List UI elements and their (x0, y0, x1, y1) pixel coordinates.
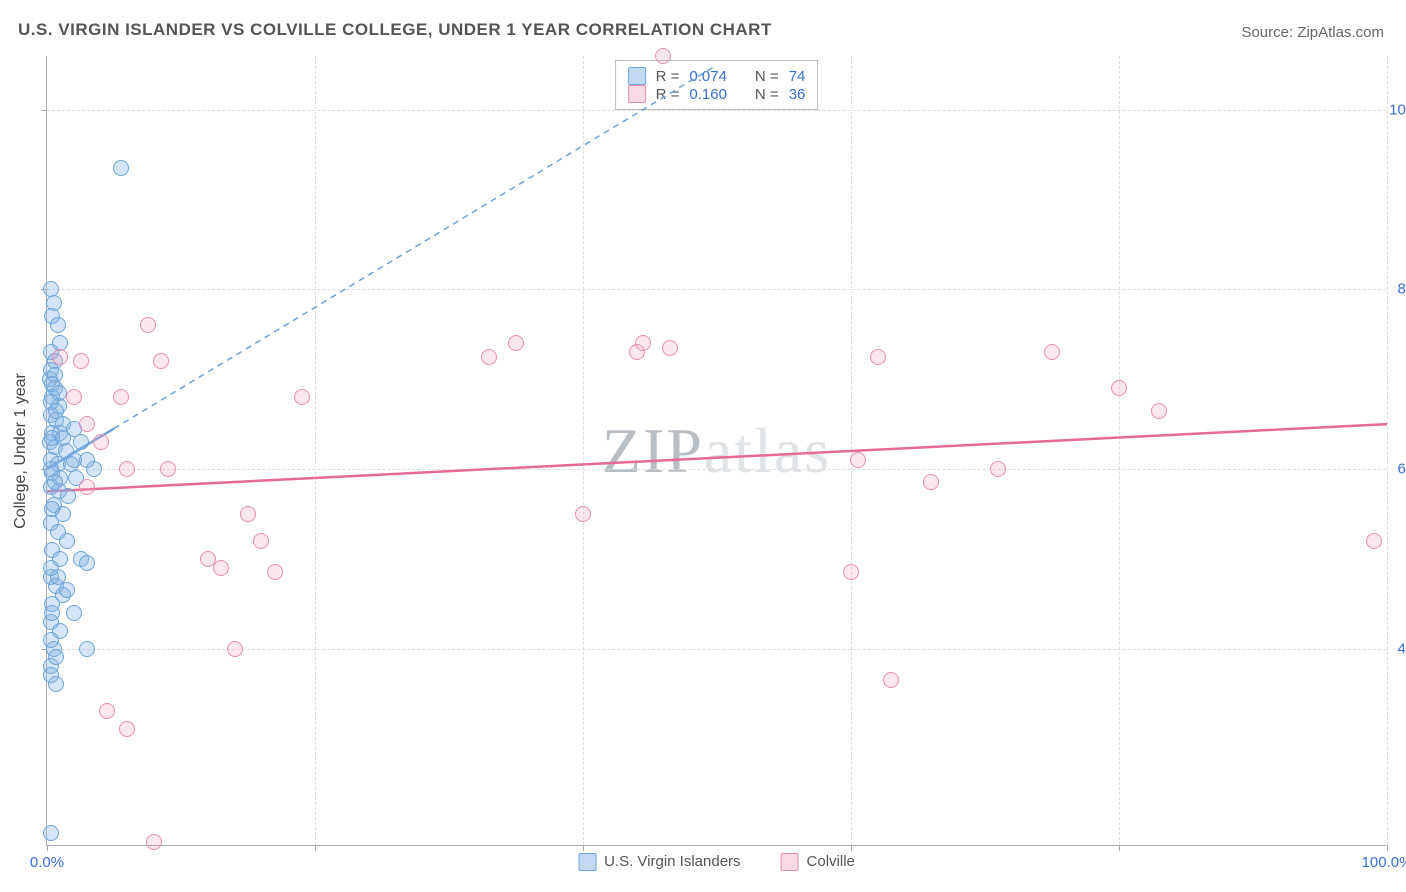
legend-bottom: U.S. Virgin Islanders Colville (578, 853, 855, 871)
swatch-icon (781, 853, 799, 871)
data-point (55, 430, 71, 446)
data-point (508, 335, 524, 351)
x-tick-label: 0.0% (30, 854, 64, 871)
data-point (119, 721, 135, 737)
data-point (635, 335, 651, 351)
data-point (79, 555, 95, 571)
data-point (1111, 380, 1127, 396)
data-point (140, 317, 156, 333)
data-point (48, 649, 64, 665)
data-point (923, 474, 939, 490)
data-point (240, 506, 256, 522)
data-point (1044, 344, 1060, 360)
y-tick-label: 80.0% (1397, 281, 1406, 298)
data-point (73, 353, 89, 369)
data-point (47, 474, 63, 490)
data-point (843, 564, 859, 580)
data-point (43, 825, 59, 841)
y-tick-label: 60.0% (1397, 460, 1406, 477)
data-point (66, 605, 82, 621)
trend-svg (47, 56, 1387, 846)
data-point (575, 506, 591, 522)
data-point (113, 160, 129, 176)
chart-title: U.S. VIRGIN ISLANDER VS COLVILLE COLLEGE… (18, 20, 772, 40)
data-point (44, 605, 60, 621)
data-point (146, 834, 162, 850)
swatch-icon (578, 853, 596, 871)
data-point (79, 416, 95, 432)
chart-container: ZIPatlas College, Under 1 year R = 0.074… (46, 56, 1386, 846)
data-point (153, 353, 169, 369)
legend-item: U.S. Virgin Islanders (578, 853, 740, 871)
data-point (44, 501, 60, 517)
source-label: Source: ZipAtlas.com (1241, 24, 1384, 41)
data-point (66, 389, 82, 405)
data-point (1366, 533, 1382, 549)
data-point (60, 488, 76, 504)
data-point (59, 533, 75, 549)
data-point (213, 560, 229, 576)
y-axis-label: College, Under 1 year (12, 373, 30, 529)
data-point (655, 48, 671, 64)
y-tick-label: 100.0% (1389, 101, 1406, 118)
data-point (662, 340, 678, 356)
data-point (253, 533, 269, 549)
data-point (267, 564, 283, 580)
data-point (93, 434, 109, 450)
data-point (43, 632, 59, 648)
data-point (227, 641, 243, 657)
data-point (79, 641, 95, 657)
data-point (883, 672, 899, 688)
data-point (52, 349, 68, 365)
data-point (48, 403, 64, 419)
data-point (990, 461, 1006, 477)
data-point (86, 461, 102, 477)
gridline (1387, 56, 1388, 845)
data-point (1151, 403, 1167, 419)
data-point (160, 461, 176, 477)
data-point (481, 349, 497, 365)
x-tick-label: 100.0% (1362, 854, 1406, 871)
data-point (66, 452, 82, 468)
legend-item: Colville (781, 853, 855, 871)
data-point (59, 582, 75, 598)
data-point (850, 452, 866, 468)
data-point (99, 703, 115, 719)
y-tick-label: 40.0% (1397, 640, 1406, 657)
data-point (50, 317, 66, 333)
data-point (294, 389, 310, 405)
data-point (113, 389, 129, 405)
data-point (43, 667, 59, 683)
data-point (79, 479, 95, 495)
plot-area: ZIPatlas College, Under 1 year R = 0.074… (46, 56, 1386, 846)
data-point (119, 461, 135, 477)
data-point (73, 434, 89, 450)
data-point (870, 349, 886, 365)
